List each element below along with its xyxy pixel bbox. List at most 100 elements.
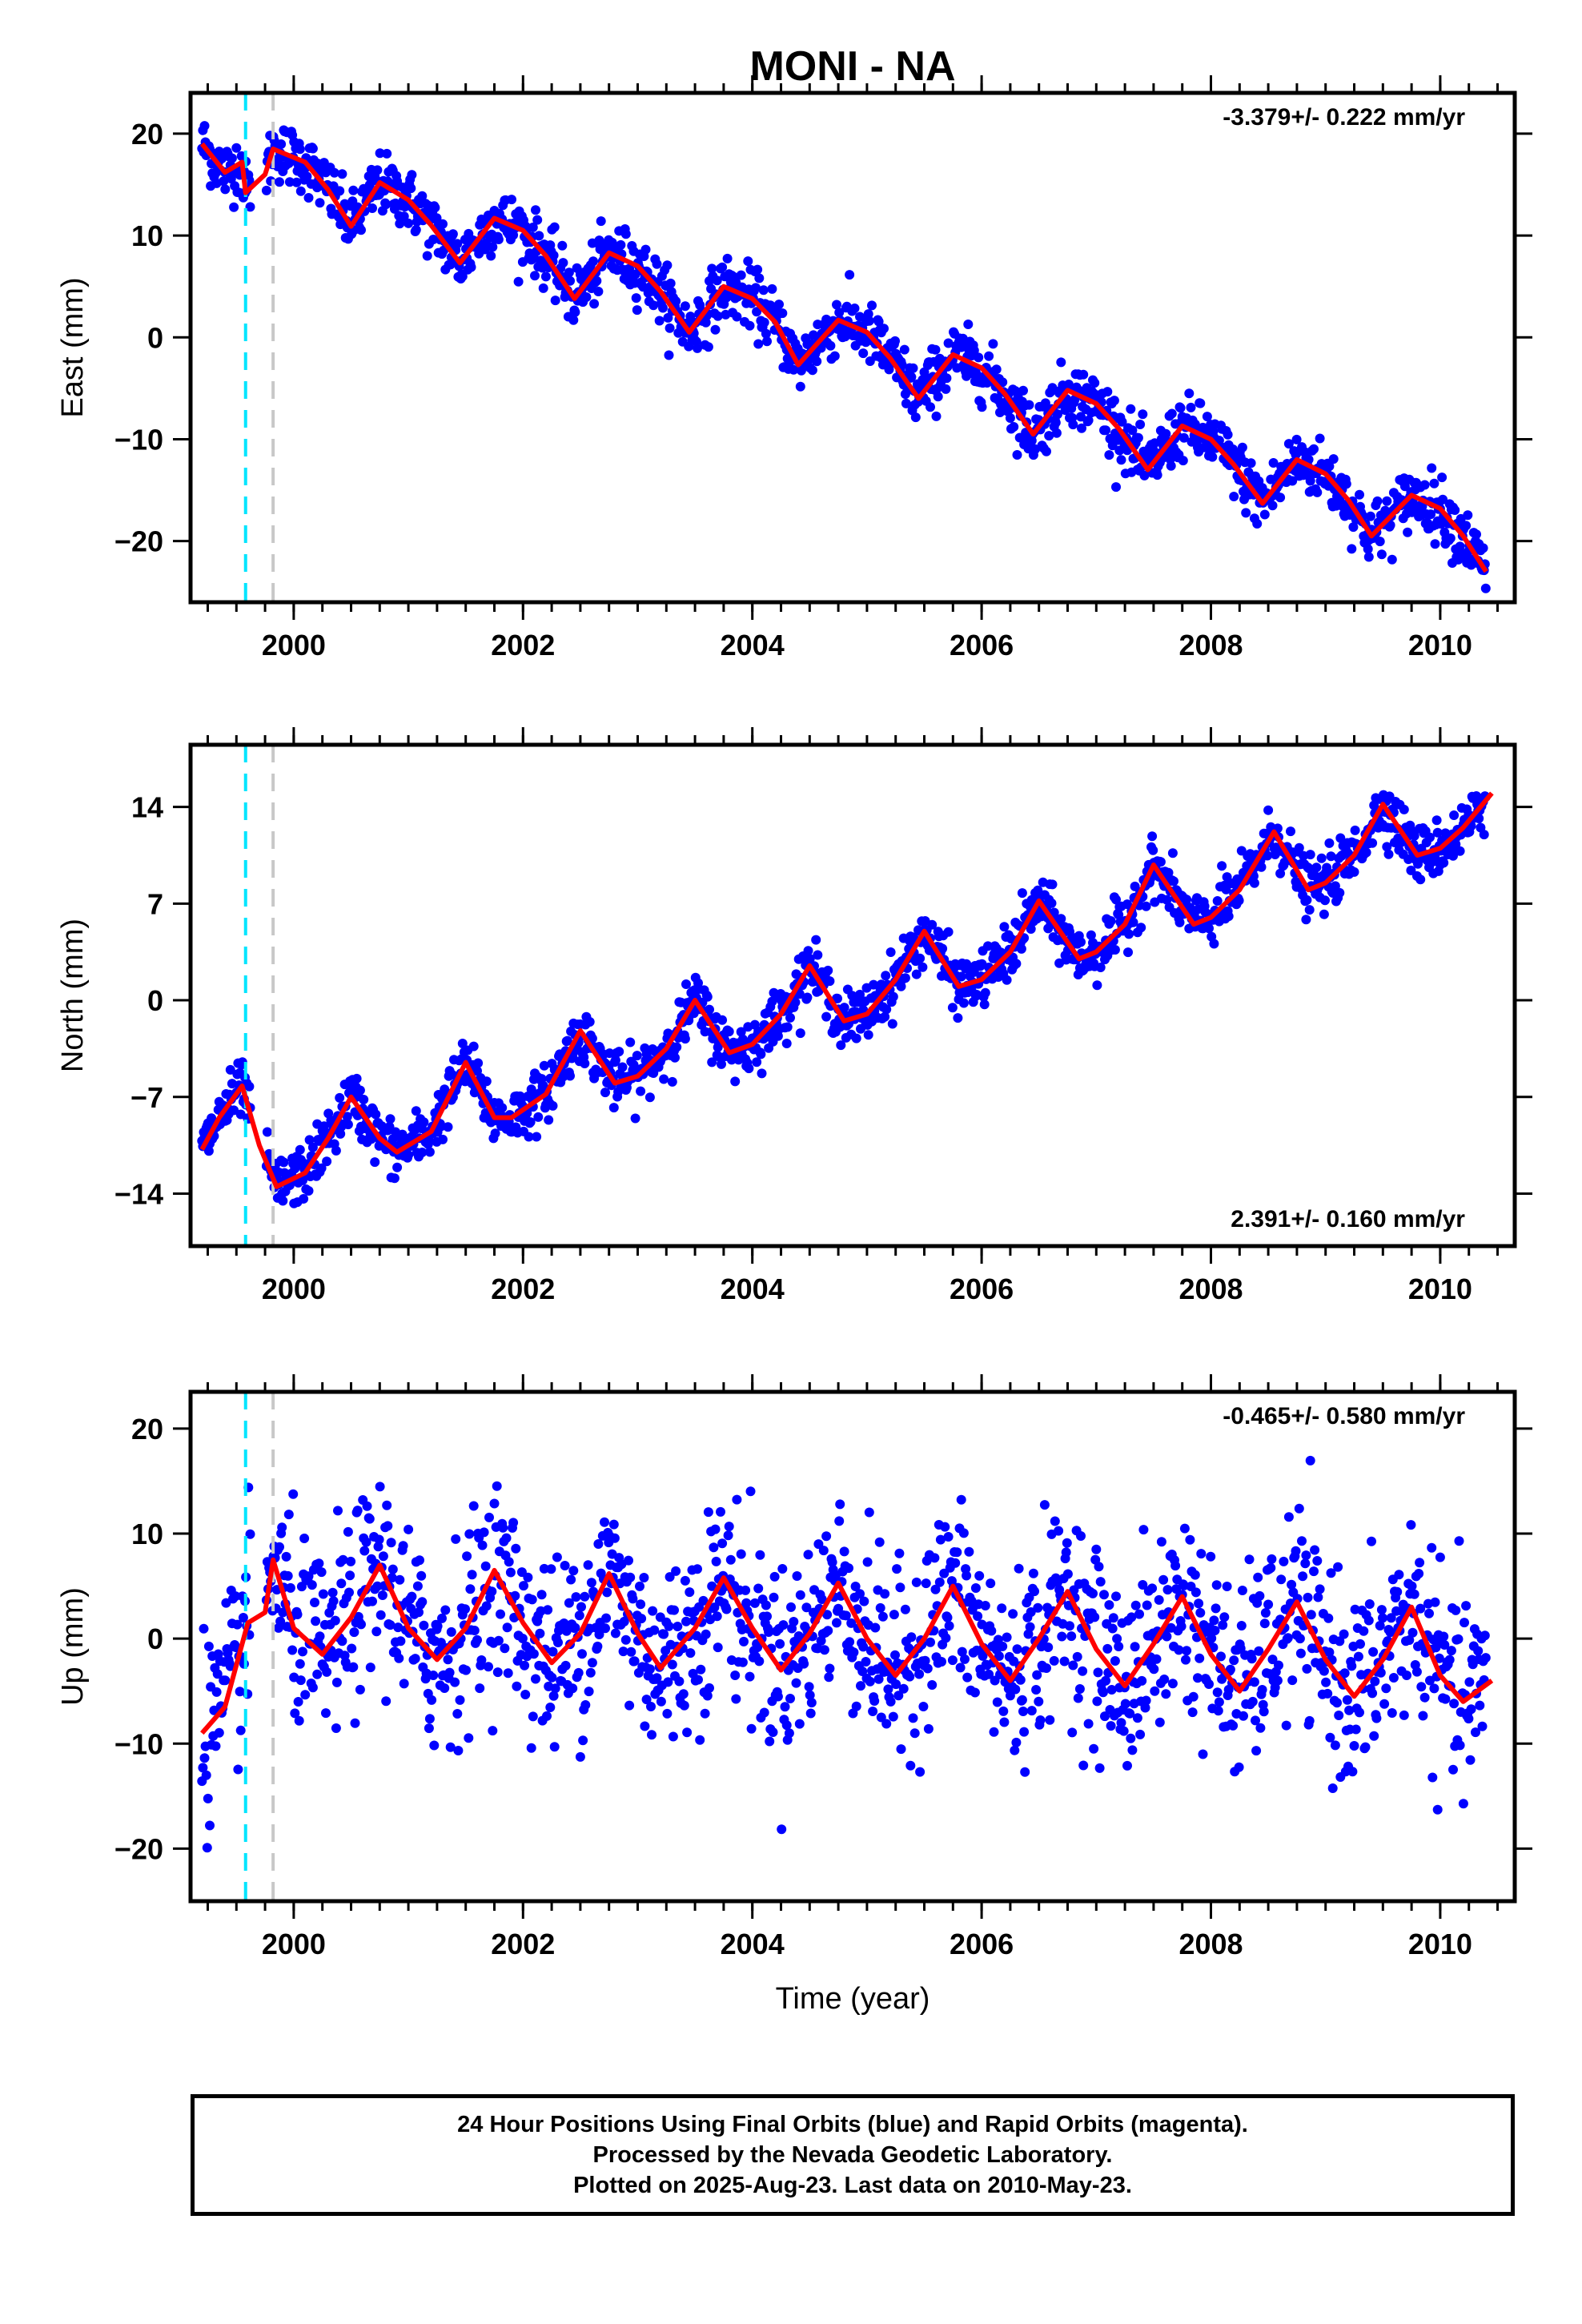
up-data-point [888, 1711, 898, 1722]
north-data-point [584, 1017, 595, 1027]
up-data-point [937, 1657, 946, 1667]
east-data-point [665, 323, 675, 333]
up-data-point [927, 1680, 938, 1690]
east-data-point [832, 300, 841, 310]
east-data-point [988, 339, 998, 349]
up-data-point [1283, 1633, 1293, 1643]
up-data-point [1229, 1655, 1239, 1666]
up-data-point [1312, 1556, 1323, 1566]
up-data-point [674, 1676, 685, 1687]
up-data-point [496, 1609, 505, 1619]
east-data-point [812, 356, 822, 367]
east-data-point [743, 256, 753, 267]
east-data-point [1040, 398, 1050, 408]
up-data-point [1415, 1603, 1426, 1614]
up-data-point [935, 1534, 946, 1545]
up-data-point [348, 1662, 359, 1672]
north-data-point [752, 1057, 762, 1068]
north-data-point [1275, 868, 1286, 879]
up-data-point [724, 1522, 734, 1532]
up-data-point [560, 1660, 571, 1671]
up-data-point [343, 1526, 353, 1537]
up-data-point [780, 1702, 790, 1712]
east-data-point [753, 264, 763, 275]
up-data-point [952, 1547, 962, 1558]
up-data-point [1204, 1679, 1214, 1689]
up-data-point [1416, 1682, 1427, 1692]
up-data-point [451, 1534, 461, 1544]
up-data-point [333, 1506, 343, 1516]
up-data-point [373, 1542, 383, 1552]
up-data-point [232, 1619, 243, 1630]
up-data-point [505, 1567, 516, 1578]
north-data-point [351, 1073, 362, 1084]
north-data-point [1303, 863, 1314, 874]
up-data-point [957, 1647, 967, 1657]
east-data-point [557, 240, 568, 251]
north-data-point [417, 1148, 428, 1157]
north-data-point [424, 1147, 435, 1157]
north-data-point [702, 991, 713, 1002]
up-x-tick-label: 2008 [1178, 1928, 1243, 1960]
east-data-point [1419, 480, 1430, 490]
up-data-point [1032, 1670, 1042, 1680]
up-data-point [1276, 1574, 1287, 1585]
up-data-point [1471, 1727, 1480, 1738]
north-data-point [881, 1004, 892, 1015]
north-data-point [1114, 910, 1124, 920]
up-data-point [1475, 1700, 1485, 1711]
up-data-point [649, 1625, 660, 1635]
north-data-point [1011, 959, 1022, 969]
east-data-point [1044, 431, 1054, 441]
up-data-point [1104, 1600, 1114, 1610]
up-data-point [1187, 1707, 1198, 1718]
up-data-point [900, 1604, 910, 1614]
up-data-point [939, 1568, 950, 1578]
north-data-point [1472, 791, 1481, 801]
up-data-point [375, 1610, 386, 1620]
north-y-tick-label: 7 [147, 887, 163, 920]
up-data-point [1191, 1587, 1201, 1598]
north-data-point [562, 1035, 572, 1046]
up-data-point [980, 1601, 990, 1610]
up-data-point [592, 1641, 603, 1651]
up-data-point [1147, 1583, 1158, 1594]
up-data-point [930, 1584, 941, 1594]
up-data-point [1195, 1653, 1205, 1663]
east-data-point [229, 202, 239, 212]
east-data-point [399, 211, 409, 222]
up-data-point [450, 1677, 460, 1687]
up-data-point [781, 1720, 792, 1731]
east-data-point [745, 320, 755, 331]
north-data-point [436, 1121, 446, 1132]
north-y-tick-label: 14 [131, 791, 163, 824]
east-data-point [777, 308, 788, 319]
east-data-point [422, 251, 432, 261]
up-data-point [307, 1683, 318, 1693]
up-data-point [593, 1539, 604, 1549]
east-data-point [906, 372, 917, 382]
up-data-point [1323, 1613, 1334, 1623]
east-data-point [879, 324, 889, 334]
up-data-point [628, 1594, 638, 1604]
north-data-point [625, 1037, 636, 1047]
up-data-point [432, 1621, 443, 1631]
up-data-point [1162, 1585, 1173, 1595]
north-data-point [705, 1004, 714, 1015]
east-data-point [1365, 511, 1375, 521]
up-data-point [468, 1501, 479, 1511]
up-data-point [891, 1679, 901, 1690]
north-data-point [359, 1095, 369, 1104]
up-data-point [350, 1718, 360, 1728]
east-data-point [662, 260, 673, 271]
up-data-point [964, 1546, 974, 1557]
east-data-point [941, 384, 951, 394]
up-data-point [984, 1669, 994, 1679]
north-data-point [1302, 895, 1312, 905]
up-data-point [1458, 1799, 1468, 1809]
up-data-point [575, 1751, 585, 1762]
east-data-point [890, 336, 900, 346]
north-data-point [900, 973, 910, 983]
up-data-point [303, 1571, 314, 1582]
up-data-point [877, 1611, 888, 1622]
